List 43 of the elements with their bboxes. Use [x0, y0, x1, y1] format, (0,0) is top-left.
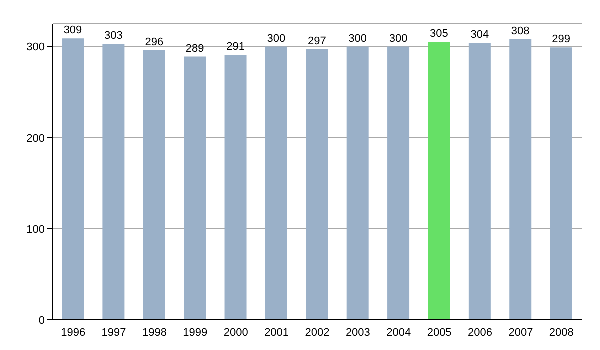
bar [510, 39, 532, 320]
bar [306, 50, 328, 320]
bar [184, 56, 206, 320]
y-tick-label: 100 [26, 224, 45, 236]
x-tick-label: 1997 [102, 326, 126, 339]
bar [62, 38, 84, 320]
data-label: 304 [470, 29, 490, 42]
data-label: 297 [308, 36, 326, 48]
data-label: 300 [389, 32, 408, 45]
x-tick-label: 1999 [183, 326, 208, 339]
x-tick-label: 2005 [427, 326, 452, 339]
bar [428, 42, 450, 320]
bar [102, 44, 125, 320]
x-tick-label: 1998 [142, 326, 167, 339]
bar [346, 46, 369, 320]
data-label: 291 [226, 40, 245, 53]
data-label: 296 [145, 36, 164, 48]
bar [143, 50, 166, 320]
x-tick-label: 2008 [549, 326, 574, 339]
bar [224, 54, 247, 320]
x-tick-label: 2004 [386, 326, 412, 339]
bar [550, 48, 572, 320]
x-tick-label: 1996 [61, 326, 86, 339]
y-tick-label: 0 [38, 314, 45, 327]
data-label: 309 [64, 24, 82, 37]
data-label: 300 [348, 32, 368, 45]
data-label: 289 [186, 42, 204, 55]
bar [265, 46, 288, 320]
bar [468, 43, 491, 320]
x-tick-label: 2000 [224, 326, 248, 339]
x-tick-label: 2007 [508, 326, 534, 339]
data-label: 308 [511, 25, 530, 38]
x-tick-label: 2002 [305, 326, 330, 339]
x-tick-label: 2001 [264, 326, 290, 339]
data-label: 299 [552, 34, 570, 46]
x-tick-label: 2003 [346, 326, 370, 339]
bar [388, 46, 410, 320]
y-tick-label: 200 [26, 132, 45, 145]
x-tick-label: 2006 [468, 326, 493, 339]
y-tick-label: 300 [26, 42, 45, 54]
data-label: 300 [267, 32, 286, 45]
data-label: 303 [104, 30, 123, 42]
data-label: 305 [430, 28, 448, 40]
